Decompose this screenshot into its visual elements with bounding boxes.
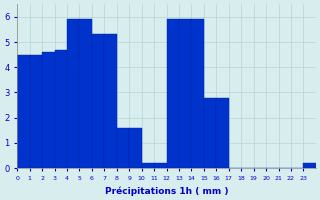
- Bar: [129, 128, 142, 168]
- Bar: [166, 19, 179, 168]
- Bar: [142, 163, 154, 168]
- Bar: [179, 19, 191, 168]
- Bar: [42, 52, 54, 168]
- Bar: [303, 163, 316, 168]
- Bar: [92, 34, 104, 168]
- Bar: [117, 128, 129, 168]
- Bar: [79, 19, 92, 168]
- Bar: [154, 163, 166, 168]
- X-axis label: Précipitations 1h ( mm ): Précipitations 1h ( mm ): [105, 186, 228, 196]
- Bar: [17, 55, 30, 168]
- Bar: [54, 50, 67, 168]
- Bar: [191, 19, 204, 168]
- Bar: [216, 98, 229, 168]
- Bar: [30, 55, 42, 168]
- Bar: [204, 98, 216, 168]
- Bar: [67, 19, 79, 168]
- Bar: [104, 34, 117, 168]
